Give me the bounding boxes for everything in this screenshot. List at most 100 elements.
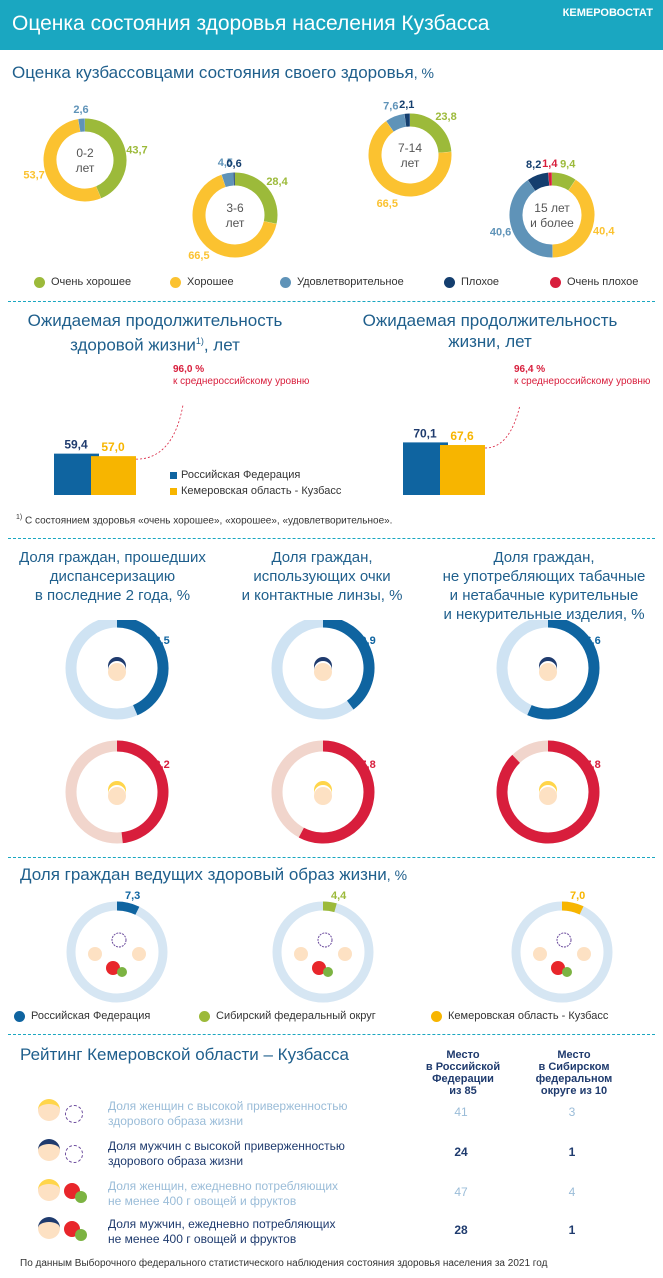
rating-rf-value: 28 bbox=[454, 1223, 468, 1237]
ball-icon bbox=[317, 932, 333, 948]
divider bbox=[8, 1034, 655, 1035]
bar-legend-kuz-swatch bbox=[170, 487, 177, 495]
donut-segment bbox=[386, 113, 407, 132]
donut-value-arc bbox=[116, 901, 140, 915]
footnote: 1) С состоянием здоровья «очень хорошее»… bbox=[16, 514, 392, 526]
legend-dot-very-bad bbox=[550, 276, 561, 288]
rating-row-text-line1: Доля мужчин, ежедневно потребляющих bbox=[108, 1217, 336, 1231]
rating-col2-header: Место в Сибирском федеральном округе из … bbox=[524, 1049, 624, 1097]
donut-value-label: 39,9 bbox=[354, 635, 375, 647]
segment-label: 8,2 bbox=[526, 159, 541, 171]
apple-icon bbox=[75, 1191, 87, 1203]
section5-title: Рейтинг Кемеровской области – Кузбасса bbox=[20, 1045, 349, 1064]
female-face-icon bbox=[108, 787, 126, 805]
rating-col2-header-line1: Место bbox=[557, 1049, 591, 1061]
legend-rf-label: Российская Федерация bbox=[31, 1010, 151, 1022]
legend-kuz: Кемеровская область - Кузбасс bbox=[431, 1010, 608, 1022]
ball-icon bbox=[556, 932, 572, 948]
legend-good: Хорошее bbox=[170, 276, 234, 288]
legend-good-label: Хорошее bbox=[187, 276, 234, 288]
donut-segment bbox=[192, 174, 277, 258]
rating-col2-header-line2: в Сибирском bbox=[538, 1061, 610, 1073]
segment-label: 9,4 bbox=[560, 158, 576, 170]
apple-icon bbox=[117, 967, 127, 977]
left-bar-title-sup: 1) bbox=[195, 336, 204, 346]
legend-rf: Российская Федерация bbox=[14, 1010, 150, 1022]
rating-rf-value: 47 bbox=[454, 1185, 468, 1199]
legend-very-good-label: Очень хорошее bbox=[51, 276, 132, 288]
col1-title: Доля граждан, прошедших диспансеризацию … bbox=[0, 548, 225, 605]
rating-row-text: Доля мужчин с высокой приверженностью здо… bbox=[108, 1139, 345, 1169]
segment-label: 66,5 bbox=[377, 198, 398, 210]
donut-value-label: 87,8 bbox=[579, 759, 600, 771]
section1-legend: Очень хорошее Хорошее Удовлетворительное… bbox=[14, 276, 654, 292]
section1-unit: , % bbox=[413, 65, 434, 81]
legend-sfo: Сибирский федеральный округ bbox=[199, 1010, 376, 1022]
apple-icon bbox=[562, 967, 572, 977]
left-bar-title-line1: Ожидаемая продолжительность bbox=[27, 311, 283, 330]
rating-rf-value: 41 bbox=[454, 1105, 468, 1119]
hair-icon bbox=[539, 781, 557, 794]
section4-title-text: Доля граждан ведущих здоровый образ жизн… bbox=[20, 865, 387, 884]
apple-icon bbox=[75, 1229, 87, 1241]
legend-dot-kuz bbox=[431, 1010, 442, 1022]
page-title: Оценка состояния здоровья населения Кузб… bbox=[12, 12, 490, 35]
right-note-text: к среднероссийскому уровню bbox=[514, 376, 651, 387]
legend-very-good: Очень хорошее bbox=[34, 276, 131, 288]
male-face-icon bbox=[294, 947, 308, 961]
col1-title-line3: в последние 2 года, % bbox=[34, 587, 191, 604]
segment-label: 0,6 bbox=[226, 158, 241, 170]
legend-dot-good bbox=[170, 276, 181, 288]
rating-row: Доля женщин, ежедневно потребляющих не ме… bbox=[20, 1177, 640, 1211]
left-note: 96,0 % к среднероссийскому уровню bbox=[173, 364, 313, 388]
segment-label: 53,7 bbox=[23, 170, 44, 182]
apple-icon bbox=[551, 961, 565, 975]
ball-icon bbox=[65, 1105, 83, 1123]
left-bar-title-line2: здоровой жизни1), лет bbox=[0, 331, 310, 356]
rating-sfo-value: 1 bbox=[568, 1145, 576, 1159]
segment-label: 28,4 bbox=[266, 176, 288, 188]
donut-value-label: 43,5 bbox=[148, 635, 169, 647]
legend-dot-satisfactory bbox=[280, 276, 291, 288]
female-face-icon bbox=[539, 787, 557, 805]
male-face-icon bbox=[533, 947, 547, 961]
donut-value-arc bbox=[322, 901, 337, 913]
donut-segment bbox=[409, 113, 452, 154]
rating-col2-header-line4: округе из 10 bbox=[540, 1085, 608, 1097]
rating-col1-header-line4: из 85 bbox=[449, 1085, 477, 1097]
brand-label: КЕМЕРОВОСТАТ bbox=[562, 7, 653, 19]
hair-icon bbox=[108, 781, 126, 794]
donut-center bbox=[381, 126, 439, 184]
rating-col1-header-line3: Федерации bbox=[432, 1073, 494, 1085]
bar-label: 67,6 bbox=[450, 429, 474, 443]
bar-legend-kuz: Кемеровская область - Кузбасс bbox=[170, 483, 341, 499]
legend-kuz-label: Кемеровская область - Кузбасс bbox=[448, 1010, 609, 1022]
right-note: 96,4 % к среднероссийскому уровню bbox=[514, 364, 654, 388]
donut-segment bbox=[551, 172, 576, 191]
life-expectancy-bars: 59,4 57,0 70,1 67,6 bbox=[54, 404, 521, 495]
segment-label: 66,5 bbox=[188, 250, 209, 262]
donut-value-arc bbox=[322, 620, 375, 710]
donut-center-label: 0-2 bbox=[76, 146, 94, 160]
header-bar: Оценка состояния здоровья населения Кузб… bbox=[0, 0, 663, 50]
bar-legend-rf-swatch bbox=[170, 471, 177, 479]
col3-title-line2: не употребляющих табачные bbox=[442, 568, 646, 585]
donut-value-arc bbox=[116, 740, 169, 844]
right-bar-title-line1: Ожидаемая продолжительность bbox=[362, 311, 618, 330]
bar-label: 59,4 bbox=[64, 438, 88, 452]
male-face-icon bbox=[38, 1217, 60, 1239]
donut-center-label: 3-6 bbox=[226, 201, 244, 215]
rating-row-text-line2: не менее 400 г овощей и фруктов bbox=[108, 1232, 297, 1246]
rating-row-text-line1: Доля женщин с высокой приверженностью bbox=[108, 1099, 348, 1113]
section1-title-text: Оценка кузбассовцами состояния своего зд… bbox=[12, 63, 414, 82]
donut-value-arc bbox=[561, 901, 584, 915]
left-bar-title-part: здоровой жизни bbox=[70, 335, 196, 355]
col3-title-line1: Доля граждан, bbox=[493, 549, 595, 566]
footnote-text: С состоянием здоровья «очень хорошее», «… bbox=[22, 515, 393, 527]
legend-bad-label: Плохое bbox=[461, 276, 500, 288]
bar-legend-kuz-label: Кемеровская область - Кузбасс bbox=[181, 485, 342, 497]
note-connector bbox=[484, 404, 521, 449]
donut-value-label: 57,8 bbox=[354, 759, 375, 771]
donut-value-arc bbox=[496, 740, 600, 844]
donut-value-label: 56,6 bbox=[579, 635, 600, 647]
